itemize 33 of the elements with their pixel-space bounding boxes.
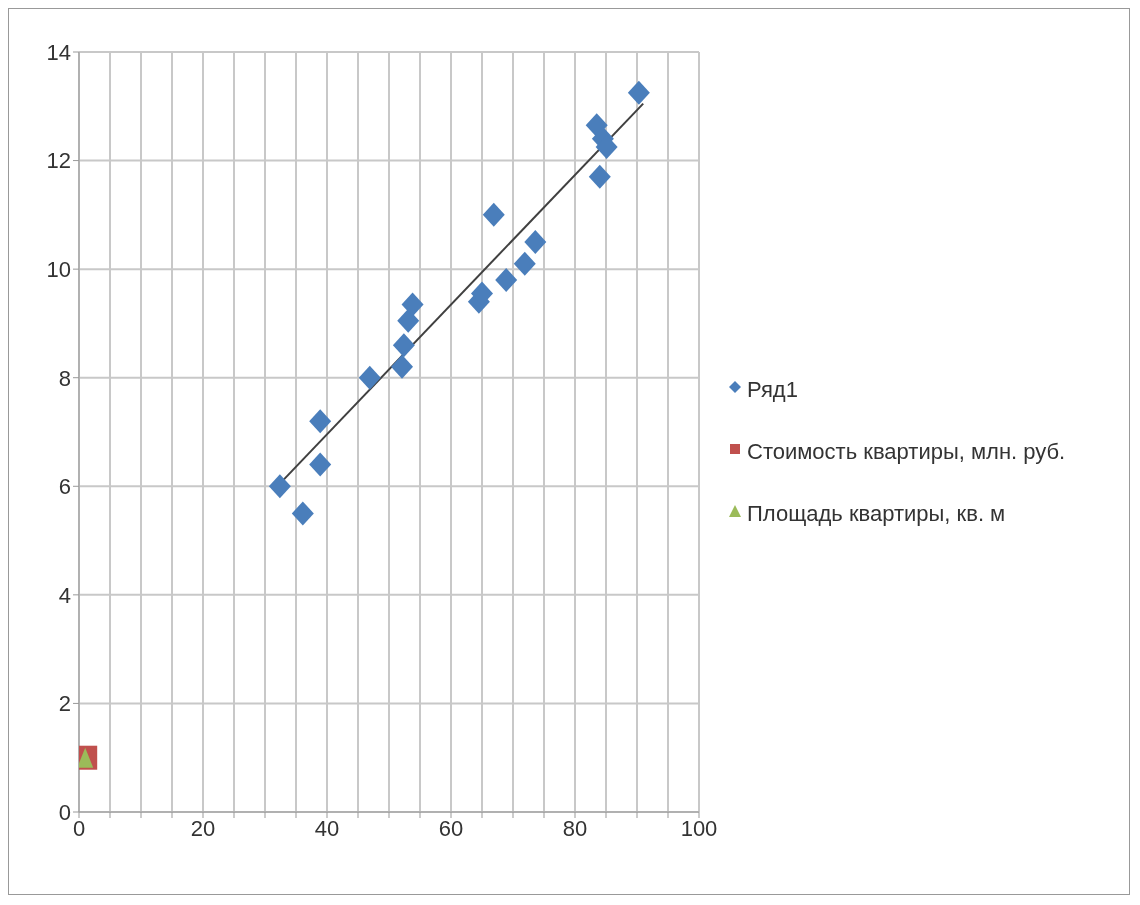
point (268, 473, 291, 498)
point (482, 202, 505, 227)
x-tick-label: 40 (314, 815, 340, 841)
point (524, 229, 547, 254)
point (513, 251, 536, 276)
y-tick-label: 0 (58, 799, 71, 825)
x-tick-label: 100 (680, 815, 718, 841)
legend-label: Ряд1 (747, 376, 798, 403)
y-tick-label: 10 (46, 256, 71, 282)
point (495, 267, 518, 292)
point (397, 308, 420, 333)
y-tick-label: 8 (58, 365, 71, 391)
point (588, 164, 611, 189)
x-tick-label: 60 (438, 815, 464, 841)
point (291, 500, 314, 525)
y-tick-label: 2 (58, 690, 71, 716)
y-tick-label: 6 (58, 473, 71, 499)
point (358, 365, 381, 390)
point (309, 408, 332, 433)
point (392, 332, 415, 357)
x-tick-label: 80 (562, 815, 588, 841)
point (627, 80, 650, 105)
x-tick-label: 20 (190, 815, 216, 841)
point (401, 291, 424, 316)
point (79, 747, 94, 768)
point (585, 112, 608, 137)
legend-label: Площадь квартиры, кв. м (747, 500, 1006, 527)
point (391, 354, 414, 379)
point (309, 452, 332, 477)
legend-label: Стоимость квартиры, млн. руб. (747, 438, 1066, 465)
y-tick-label: 4 (58, 582, 71, 608)
y-tick-label: 14 (46, 39, 71, 65)
y-tick-label: 12 (46, 147, 71, 173)
